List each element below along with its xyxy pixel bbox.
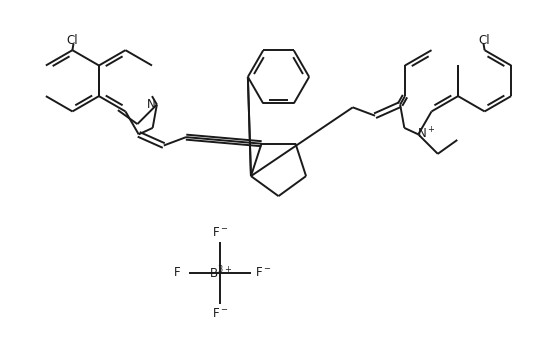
Text: Cl: Cl <box>67 34 78 47</box>
Text: F: F <box>174 266 180 279</box>
Text: F$^-$: F$^-$ <box>212 307 228 320</box>
Text: N: N <box>147 98 155 111</box>
Text: Cl: Cl <box>479 34 490 47</box>
Text: N$^+$: N$^+$ <box>417 127 436 142</box>
Text: F$^-$: F$^-$ <box>255 266 271 279</box>
Text: F$^-$: F$^-$ <box>212 226 228 239</box>
Text: B$^{3+}$: B$^{3+}$ <box>208 265 232 281</box>
